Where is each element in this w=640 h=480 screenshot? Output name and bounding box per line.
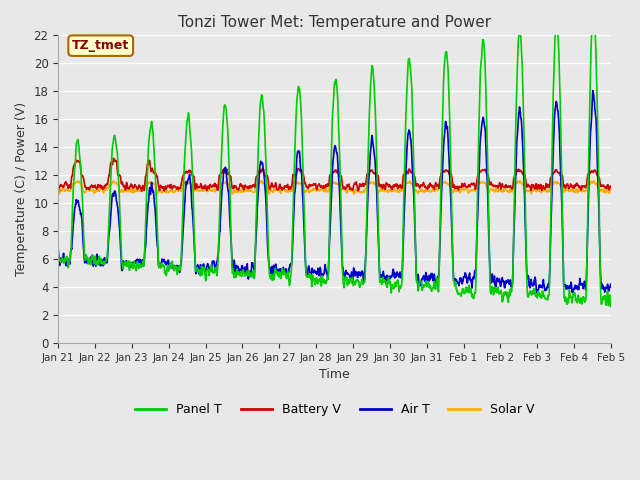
Air T — [589, 88, 596, 94]
Battery V — [54, 190, 62, 196]
Solar V — [177, 189, 185, 194]
Battery V — [421, 184, 429, 190]
Solar V — [54, 187, 62, 193]
Air T — [420, 274, 428, 279]
Panel T — [590, 7, 598, 12]
Air T — [177, 261, 185, 267]
Battery V — [239, 186, 247, 192]
Solar V — [239, 188, 247, 194]
Air T — [534, 292, 542, 298]
Panel T — [541, 296, 549, 301]
Panel T — [493, 286, 500, 291]
Panel T — [54, 251, 62, 256]
Y-axis label: Temperature (C) / Power (V): Temperature (C) / Power (V) — [15, 102, 28, 276]
Air T — [607, 281, 615, 287]
Line: Battery V: Battery V — [58, 158, 611, 193]
Solar V — [493, 188, 500, 193]
Battery V — [109, 156, 117, 161]
Solar V — [164, 189, 172, 195]
Text: TZ_tmet: TZ_tmet — [72, 39, 129, 52]
Line: Panel T: Panel T — [58, 10, 611, 307]
Line: Solar V: Solar V — [58, 180, 611, 194]
Solar V — [421, 188, 429, 194]
Battery V — [542, 184, 550, 190]
Air T — [54, 247, 62, 252]
Panel T — [164, 263, 172, 268]
Air T — [239, 265, 247, 271]
Panel T — [607, 304, 615, 310]
Solar V — [607, 187, 615, 192]
Solar V — [228, 191, 236, 197]
Legend: Panel T, Battery V, Air T, Solar V: Panel T, Battery V, Air T, Solar V — [130, 398, 539, 421]
Solar V — [542, 187, 550, 193]
Battery V — [607, 184, 615, 190]
Air T — [164, 261, 172, 266]
Line: Air T: Air T — [58, 91, 611, 295]
Battery V — [164, 183, 172, 189]
X-axis label: Time: Time — [319, 368, 350, 381]
Air T — [542, 287, 550, 292]
Battery V — [178, 179, 186, 185]
Panel T — [177, 255, 185, 261]
Air T — [493, 278, 500, 284]
Panel T — [239, 267, 247, 273]
Battery V — [493, 183, 500, 189]
Panel T — [420, 283, 428, 289]
Solar V — [590, 178, 598, 183]
Title: Tonzi Tower Met: Temperature and Power: Tonzi Tower Met: Temperature and Power — [178, 15, 491, 30]
